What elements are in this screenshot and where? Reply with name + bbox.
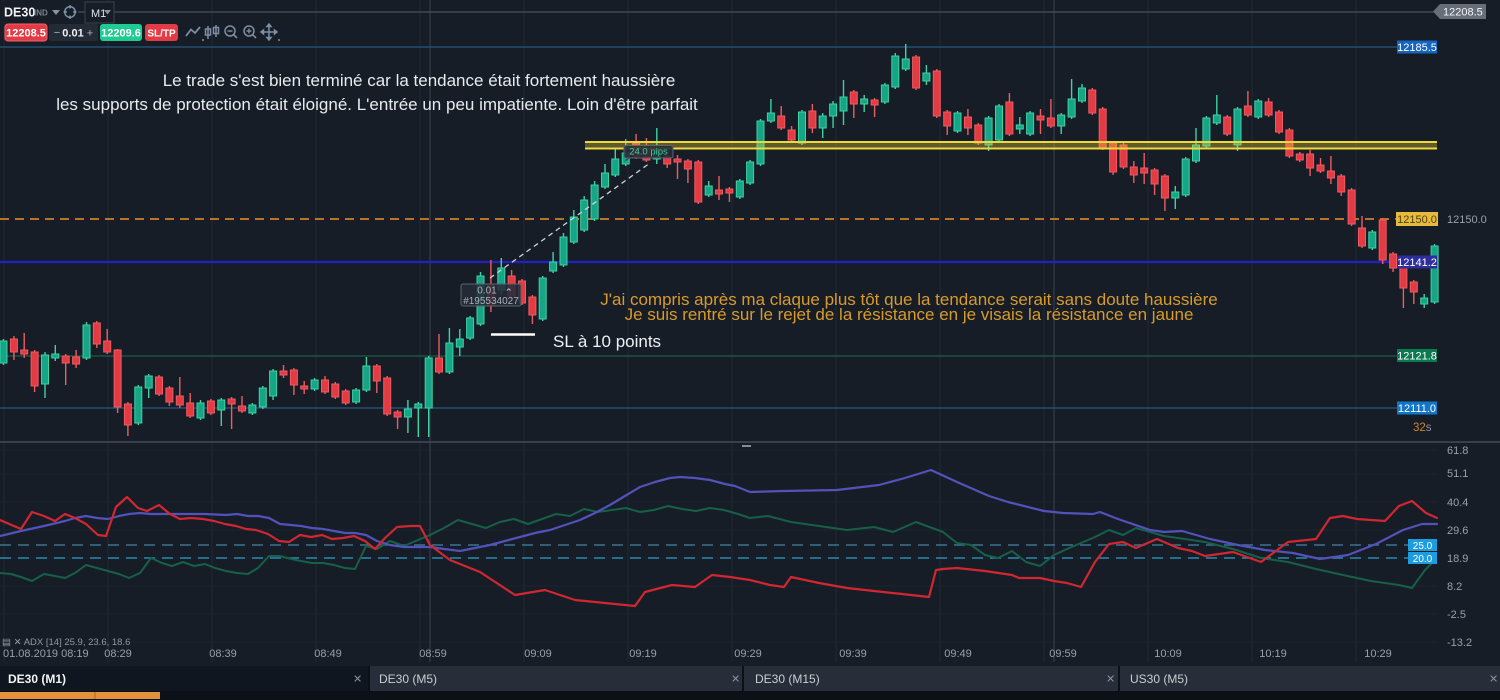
svg-text:⌃: ⌃ <box>505 287 513 297</box>
svg-text:+: + <box>87 28 93 40</box>
svg-text:12150.0: 12150.0 <box>1397 214 1437 226</box>
svg-text:✕: ✕ <box>731 674 740 686</box>
svg-text:12121.8: 12121.8 <box>1397 351 1437 363</box>
svg-text:10:19: 10:19 <box>1259 648 1287 660</box>
svg-text:12150.0: 12150.0 <box>1447 214 1487 226</box>
svg-text:12208.5: 12208.5 <box>6 28 46 40</box>
svg-text:12208.5: 12208.5 <box>1443 7 1483 19</box>
svg-text:12141.2: 12141.2 <box>1397 257 1437 269</box>
svg-text:IND: IND <box>34 9 48 18</box>
svg-text:18.9: 18.9 <box>1447 553 1468 565</box>
svg-text:8.2: 8.2 <box>1447 581 1462 593</box>
svg-text:DE30 (M5): DE30 (M5) <box>379 672 437 686</box>
svg-text:40.4: 40.4 <box>1447 497 1468 509</box>
svg-text:29.6: 29.6 <box>1447 525 1468 537</box>
svg-text:09:49: 09:49 <box>944 648 972 660</box>
svg-text:12209.6: 12209.6 <box>101 28 141 40</box>
svg-text:09:39: 09:39 <box>839 648 867 660</box>
svg-text:08:59: 08:59 <box>419 648 447 660</box>
svg-text:10:09: 10:09 <box>1154 648 1182 660</box>
svg-text:SL/TP: SL/TP <box>147 29 176 40</box>
svg-text:10:29: 10:29 <box>1364 648 1392 660</box>
svg-text:32s: 32s <box>1413 422 1432 434</box>
svg-text:DE30 (M1): DE30 (M1) <box>8 672 66 686</box>
svg-text:DE30: DE30 <box>4 6 35 20</box>
svg-text:08:39: 08:39 <box>209 648 237 660</box>
svg-text:Je suis rentré sur le rejet de: Je suis rentré sur le rejet de la résist… <box>625 305 1194 324</box>
svg-text:09:09: 09:09 <box>524 648 552 660</box>
svg-text:−: − <box>54 27 60 39</box>
svg-text:25.0: 25.0 <box>1413 541 1433 552</box>
svg-text:-2.5: -2.5 <box>1447 609 1466 621</box>
svg-text:Le trade s'est bien terminé ca: Le trade s'est bien terminé car la tenda… <box>163 71 676 90</box>
svg-text:#195534027: #195534027 <box>463 296 519 307</box>
svg-text:61.8: 61.8 <box>1447 445 1468 457</box>
svg-text:51.1: 51.1 <box>1447 468 1468 480</box>
svg-text:0.01: 0.01 <box>477 286 497 297</box>
svg-text:DE30 (M15): DE30 (M15) <box>755 672 820 686</box>
svg-text:✕: ✕ <box>1489 674 1498 686</box>
svg-text:12111.0: 12111.0 <box>1398 403 1436 415</box>
svg-text:12185.5: 12185.5 <box>1397 42 1437 54</box>
svg-text:20.0: 20.0 <box>1413 554 1433 565</box>
svg-text:✕: ✕ <box>353 674 362 686</box>
svg-text:-13.2: -13.2 <box>1447 637 1472 649</box>
svg-text:US30 (M5): US30 (M5) <box>1130 672 1188 686</box>
svg-text:24.0 pips: 24.0 pips <box>629 147 668 158</box>
svg-text:09:19: 09:19 <box>629 648 657 660</box>
svg-text:01.08.2019 08:19: 01.08.2019 08:19 <box>3 648 89 660</box>
svg-text:0.01: 0.01 <box>62 28 83 40</box>
svg-text:les supports de protection éta: les supports de protection était éloigné… <box>56 95 698 114</box>
svg-text:✕: ✕ <box>1106 674 1115 686</box>
svg-text:▤ ✕ ADX [14] 25.9, 23.6, 18.6: ▤ ✕ ADX [14] 25.9, 23.6, 18.6 <box>2 637 130 648</box>
svg-text:09:59: 09:59 <box>1049 648 1077 660</box>
svg-text:08:49: 08:49 <box>314 648 342 660</box>
svg-text:SL à 10 points: SL à 10 points <box>553 332 661 351</box>
svg-text:M1: M1 <box>91 8 106 20</box>
svg-text:08:29: 08:29 <box>104 648 132 660</box>
svg-text:09:29: 09:29 <box>734 648 762 660</box>
svg-text:J'ai compris après ma claque p: J'ai compris après ma claque plus tôt qu… <box>600 290 1218 309</box>
